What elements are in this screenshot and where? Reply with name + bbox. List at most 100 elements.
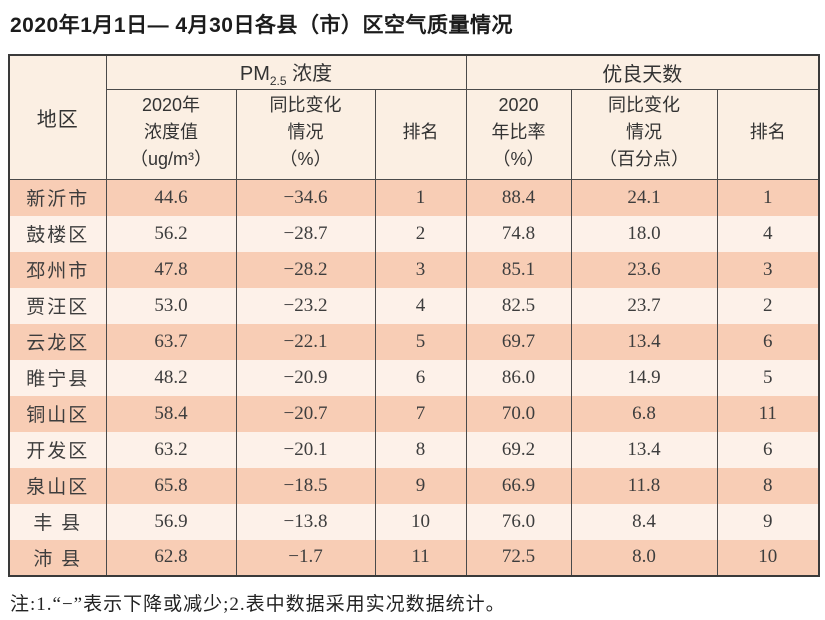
good-ratio-cell: 88.4 xyxy=(465,179,572,216)
good-change-cell: 8.0 xyxy=(570,539,718,576)
good-ratio-cell: 76.0 xyxy=(465,503,572,540)
region-cell: 贾汪区 xyxy=(8,287,107,324)
region-cell: 沛 县 xyxy=(8,539,107,576)
pm25-label-prefix: PM xyxy=(239,63,270,85)
pm-value-cell: 47.8 xyxy=(105,251,237,288)
pm-rank-cell: 8 xyxy=(374,431,467,468)
pm25-label-suffix: 浓度 xyxy=(286,63,333,85)
table-row: 鼓楼区 56.2 −28.7 2 74.8 18.0 4 xyxy=(8,215,820,252)
header-pm-concentration: 2020年 浓度值 （ug/m³） xyxy=(105,89,237,180)
table-header: 地区 PM2.5 浓度 优良天数 2020年 浓度值 （ug/m³） 同比变化 … xyxy=(8,54,820,180)
header-group-good-days: 优良天数 xyxy=(465,54,820,90)
good-ratio-cell: 69.2 xyxy=(465,431,572,468)
pm-value-cell: 62.8 xyxy=(105,539,237,576)
footnote: 注:1.“−”表示下降或减少;2.表中数据采用实况数据统计。 xyxy=(10,593,506,615)
region-cell: 睢宁县 xyxy=(8,359,107,396)
pm-value-cell: 44.6 xyxy=(105,179,237,216)
pm-change-cell: −28.7 xyxy=(235,215,376,252)
good-change-cell: 13.4 xyxy=(570,431,718,468)
good-change-cell: 23.6 xyxy=(570,251,718,288)
header-good-yoy-change: 同比变化 情况 （百分点） xyxy=(570,89,718,180)
region-cell: 开发区 xyxy=(8,431,107,468)
good-change-cell: 8.4 xyxy=(570,503,718,540)
pm-rank-cell: 2 xyxy=(374,215,467,252)
good-ratio-cell: 86.0 xyxy=(465,359,572,396)
pm-rank-cell: 3 xyxy=(374,251,467,288)
good-rank-cell: 8 xyxy=(716,467,820,504)
pm-change-cell: −34.6 xyxy=(235,179,376,216)
pm-value-cell: 58.4 xyxy=(105,395,237,432)
region-cell: 丰 县 xyxy=(8,503,107,540)
good-ratio-cell: 66.9 xyxy=(465,467,572,504)
good-ratio-cell: 82.5 xyxy=(465,287,572,324)
good-rank-cell: 9 xyxy=(716,503,820,540)
table-row: 沛 县 62.8 −1.7 11 72.5 8.0 10 xyxy=(8,539,820,576)
air-quality-table: 地区 PM2.5 浓度 优良天数 2020年 浓度值 （ug/m³） 同比变化 … xyxy=(8,54,821,577)
header-group-pm25: PM2.5 浓度 xyxy=(105,54,467,90)
good-change-cell: 24.1 xyxy=(570,179,718,216)
pm-rank-cell: 4 xyxy=(374,287,467,324)
page-title: 2020年1月1日— 4月30日各县（市）区空气质量情况 xyxy=(10,14,513,37)
pm-change-cell: −28.2 xyxy=(235,251,376,288)
table-row: 新沂市 44.6 −34.6 1 88.4 24.1 1 xyxy=(8,179,820,216)
good-rank-cell: 6 xyxy=(716,431,820,468)
pm-value-cell: 48.2 xyxy=(105,359,237,396)
good-ratio-cell: 85.1 xyxy=(465,251,572,288)
pm-change-cell: −1.7 xyxy=(235,539,376,576)
pm-rank-cell: 5 xyxy=(374,323,467,360)
good-rank-cell: 11 xyxy=(716,395,820,432)
pm-change-cell: −13.8 xyxy=(235,503,376,540)
table-row: 邳州市 47.8 −28.2 3 85.1 23.6 3 xyxy=(8,251,820,288)
header-pm-rank: 排名 xyxy=(374,89,467,180)
pm25-label-subscript: 2.5 xyxy=(269,74,287,88)
good-change-cell: 11.8 xyxy=(570,467,718,504)
good-change-cell: 23.7 xyxy=(570,287,718,324)
pm-rank-cell: 1 xyxy=(374,179,467,216)
pm-rank-cell: 7 xyxy=(374,395,467,432)
pm-rank-cell: 10 xyxy=(374,503,467,540)
table-row: 睢宁县 48.2 −20.9 6 86.0 14.9 5 xyxy=(8,359,820,396)
region-cell: 邳州市 xyxy=(8,251,107,288)
good-change-cell: 13.4 xyxy=(570,323,718,360)
good-change-cell: 18.0 xyxy=(570,215,718,252)
good-change-cell: 6.8 xyxy=(570,395,718,432)
pm-change-cell: −23.2 xyxy=(235,287,376,324)
pm-change-cell: −20.7 xyxy=(235,395,376,432)
sub-header-row: 2020年 浓度值 （ug/m³） 同比变化 情况 （%） 排名 2020 年比… xyxy=(9,89,820,180)
pm-change-cell: −22.1 xyxy=(235,323,376,360)
good-ratio-cell: 72.5 xyxy=(465,539,572,576)
pm-change-cell: −20.1 xyxy=(235,431,376,468)
group-header-row: 地区 PM2.5 浓度 优良天数 xyxy=(8,54,820,180)
pm-value-cell: 65.8 xyxy=(105,467,237,504)
header-region: 地区 xyxy=(8,54,107,180)
pm-value-cell: 63.2 xyxy=(105,431,237,468)
region-cell: 铜山区 xyxy=(8,395,107,432)
good-ratio-cell: 69.7 xyxy=(465,323,572,360)
region-cell: 鼓楼区 xyxy=(8,215,107,252)
table-row: 丰 县 56.9 −13.8 10 76.0 8.4 9 xyxy=(8,503,820,540)
good-rank-cell: 4 xyxy=(716,215,820,252)
good-rank-cell: 3 xyxy=(716,251,820,288)
header-good-rank: 排名 xyxy=(716,89,820,180)
table-row: 泉山区 65.8 −18.5 9 66.9 11.8 8 xyxy=(8,467,820,504)
table-row: 开发区 63.2 −20.1 8 69.2 13.4 6 xyxy=(8,431,820,468)
pm-value-cell: 63.7 xyxy=(105,323,237,360)
good-ratio-cell: 70.0 xyxy=(465,395,572,432)
region-cell: 新沂市 xyxy=(8,179,107,216)
good-rank-cell: 5 xyxy=(716,359,820,396)
good-rank-cell: 2 xyxy=(716,287,820,324)
table-body: 新沂市 44.6 −34.6 1 88.4 24.1 1 鼓楼区 56.2 −2… xyxy=(8,179,820,576)
good-ratio-cell: 74.8 xyxy=(465,215,572,252)
pm-rank-cell: 11 xyxy=(374,539,467,576)
good-change-cell: 14.9 xyxy=(570,359,718,396)
header-pm-yoy-change: 同比变化 情况 （%） xyxy=(235,89,376,180)
pm-value-cell: 53.0 xyxy=(105,287,237,324)
pm-value-cell: 56.2 xyxy=(105,215,237,252)
good-rank-cell: 6 xyxy=(716,323,820,360)
table-row: 铜山区 58.4 −20.7 7 70.0 6.8 11 xyxy=(8,395,820,432)
header-good-ratio: 2020 年比率 （%） xyxy=(465,89,572,180)
good-rank-cell: 1 xyxy=(716,179,820,216)
table-row: 云龙区 63.7 −22.1 5 69.7 13.4 6 xyxy=(8,323,820,360)
pm-rank-cell: 9 xyxy=(374,467,467,504)
